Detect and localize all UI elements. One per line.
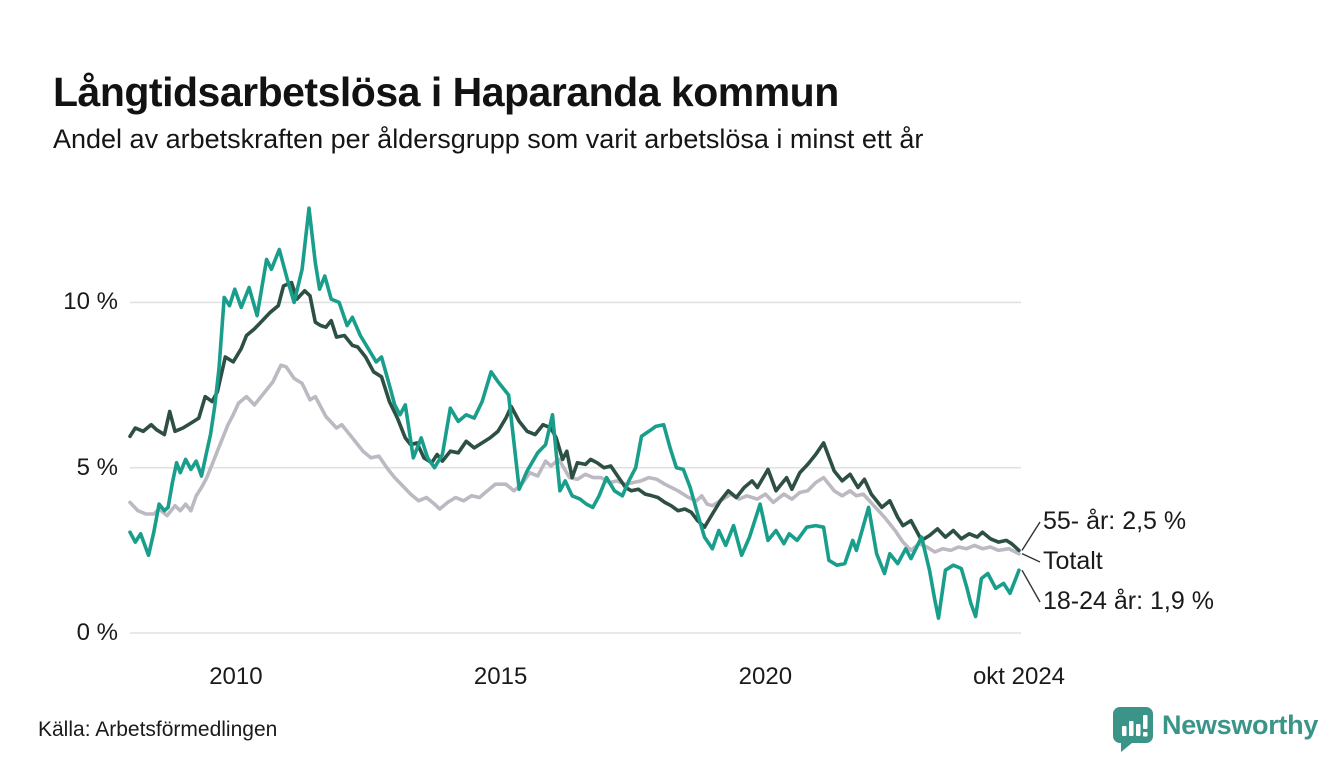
- leader-line-55- år: [1021, 521, 1041, 551]
- page-subtitle: Andel av arbetskraften per åldersgrupp s…: [53, 124, 924, 154]
- y-axis-tick-0: 0 %: [76, 619, 118, 646]
- series-label-totalt: Totalt: [1043, 547, 1103, 575]
- newsworthy-logo-text: Newsworthy: [1162, 710, 1319, 740]
- series-label-55: 55- år: 2,5 %: [1043, 507, 1187, 535]
- series-label-18-24: 18-24 år: 1,9 %: [1043, 587, 1214, 615]
- leader-line-Totalt: [1021, 553, 1041, 563]
- y-axis-tick-10: 10 %: [63, 288, 118, 316]
- line-series-Totalt: [128, 363, 1021, 556]
- line-series-18-24 år: [128, 206, 1021, 620]
- x-axis-tick-2020: 2020: [738, 663, 793, 690]
- newsworthy-logo: Newsworthy: [1113, 707, 1318, 755]
- page-title: Långtidsarbetslösa i Haparanda kommun: [53, 69, 839, 116]
- x-axis-tick-2015: 2015: [473, 663, 528, 690]
- x-axis-tick-okt-2024: okt 2024: [972, 663, 1066, 690]
- source-text: Källa: Arbetsförmedlingen: [38, 718, 278, 741]
- newsworthy-logo-icon: [1113, 707, 1153, 752]
- y-axis-tick-5: 5 %: [76, 453, 118, 481]
- leader-line-18-24 år: [1021, 569, 1041, 603]
- x-axis-tick-2010: 2010: [209, 663, 263, 690]
- line-series-55- år: [128, 280, 1021, 553]
